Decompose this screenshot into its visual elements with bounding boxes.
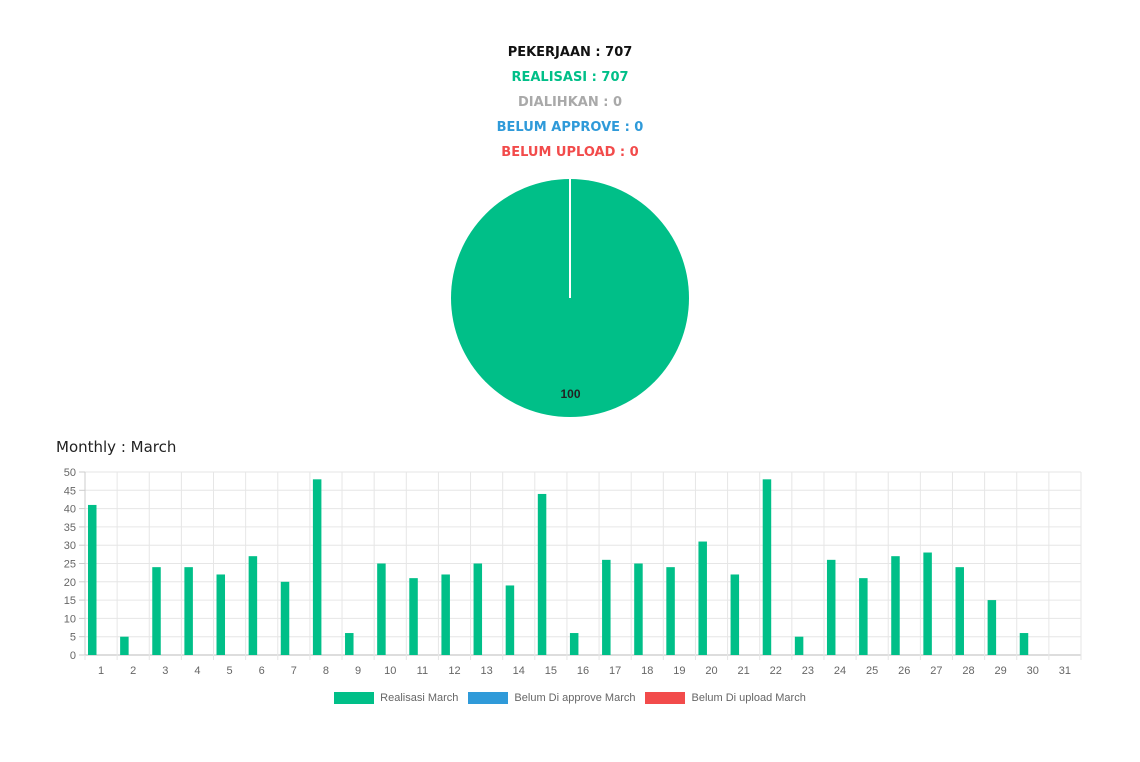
x-tick-label: 20 (705, 665, 717, 677)
legend-swatch-belum-upload (645, 692, 686, 704)
chart-legend: Realisasi March Belum Di approve March B… (0, 692, 1140, 704)
x-tick-label: 15 (545, 665, 557, 677)
bar-day-18-series-0[interactable] (634, 563, 643, 656)
y-tick-label: 50 (64, 467, 76, 479)
bar-day-26-series-0[interactable] (891, 556, 900, 655)
legend-label-belum-approve: Belum Di approve March (514, 692, 636, 704)
legend-swatch-belum-approve (468, 692, 509, 704)
x-tick-label: 6 (259, 665, 265, 677)
x-tick-label: 12 (448, 665, 460, 677)
x-tick-label: 22 (770, 665, 782, 677)
x-tick-label: 8 (323, 665, 329, 677)
x-tick-label: 23 (802, 665, 814, 677)
x-tick-label: 18 (641, 665, 653, 677)
x-tick-label: 17 (609, 665, 621, 677)
x-tick-label: 5 (227, 665, 233, 677)
bar-day-9-series-0[interactable] (345, 633, 354, 655)
x-tick-label: 1 (98, 665, 104, 677)
y-tick-label: 40 (64, 504, 76, 516)
dialihkan-total: DIALIHKAN : 0 (518, 95, 622, 110)
bar-day-23-series-0[interactable] (794, 636, 804, 655)
y-tick-label: 15 (64, 595, 76, 607)
x-tick-label: 24 (834, 665, 846, 677)
bar-day-4-series-0[interactable] (184, 567, 193, 655)
bar-day-10-series-0[interactable] (377, 563, 386, 656)
belum-upload-total: BELUM UPLOAD : 0 (501, 145, 639, 160)
x-tick-label: 31 (1059, 665, 1071, 677)
bar-day-8-series-0[interactable] (312, 479, 322, 655)
x-tick-label: 19 (673, 665, 685, 677)
y-tick-label: 5 (70, 632, 76, 644)
bar-day-14-series-0[interactable] (505, 585, 515, 655)
x-tick-label: 7 (291, 665, 297, 677)
bar-day-2-series-0[interactable] (120, 636, 129, 655)
pie-data-label: 100 (560, 387, 580, 401)
bar-day-16-series-0[interactable] (569, 633, 579, 655)
bar-day-17-series-0[interactable] (602, 559, 611, 655)
bar-day-6-series-0[interactable] (248, 556, 258, 655)
bar-day-7-series-0[interactable] (280, 581, 290, 655)
bar-day-22-series-0[interactable] (762, 479, 772, 655)
x-tick-label: 27 (930, 665, 942, 677)
bar-day-29-series-0[interactable] (987, 600, 997, 655)
bar-day-3-series-0[interactable] (152, 567, 161, 655)
x-tick-label: 10 (384, 665, 396, 677)
x-tick-label: 9 (355, 665, 361, 677)
bar-day-28-series-0[interactable] (955, 567, 964, 655)
summary-panel: PEKERJAAN : 707 REALISASI : 707 DIALIHKA… (0, 40, 1140, 165)
x-tick-label: 25 (866, 665, 878, 677)
x-tick-label: 13 (480, 665, 492, 677)
legend-label-belum-upload: Belum Di upload March (691, 692, 806, 704)
realisasi-total: REALISASI : 707 (511, 70, 629, 85)
bar-day-13-series-0[interactable] (473, 563, 483, 656)
x-tick-label: 11 (417, 665, 428, 677)
x-tick-label: 28 (962, 665, 974, 677)
bar-day-25-series-0[interactable] (859, 578, 868, 655)
bar-day-27-series-0[interactable] (923, 552, 932, 655)
legend-item-realisasi[interactable]: Realisasi March (334, 692, 458, 704)
x-tick-label: 14 (513, 665, 525, 677)
x-tick-label: 4 (194, 665, 200, 677)
bar-day-30-series-0[interactable] (1019, 633, 1029, 655)
bar-day-1-series-0[interactable] (88, 504, 97, 655)
x-tick-label: 16 (577, 665, 589, 677)
legend-label-realisasi: Realisasi March (380, 692, 459, 704)
bar-day-12-series-0[interactable] (441, 574, 450, 655)
x-tick-label: 2 (130, 665, 136, 677)
y-tick-label: 0 (70, 650, 76, 662)
legend-item-belum-approve[interactable]: Belum Di approve March (468, 692, 635, 704)
x-tick-label: 29 (995, 665, 1007, 677)
x-tick-label: 3 (162, 665, 168, 677)
belum-approve-total: BELUM APPROVE : 0 (496, 120, 644, 135)
bar-day-5-series-0[interactable] (216, 574, 226, 655)
monthly-title: Monthly : March (56, 438, 177, 456)
x-tick-label: 26 (898, 665, 910, 677)
y-tick-label: 25 (64, 559, 76, 571)
y-tick-label: 35 (64, 522, 76, 534)
bar-day-15-series-0[interactable] (537, 493, 547, 655)
legend-item-belum-upload[interactable]: Belum Di upload March (645, 692, 806, 704)
bar-day-20-series-0[interactable] (698, 541, 707, 655)
pie-chart: 100 (451, 179, 689, 417)
y-tick-label: 30 (64, 540, 76, 552)
bar-day-11-series-0[interactable] (409, 578, 418, 655)
y-tick-label: 20 (64, 577, 76, 589)
y-tick-label: 45 (64, 485, 76, 497)
pekerjaan-total: PEKERJAAN : 707 (507, 45, 633, 60)
bar-day-19-series-0[interactable] (666, 567, 675, 655)
bar-day-21-series-0[interactable] (730, 574, 740, 655)
y-tick-label: 10 (64, 613, 76, 625)
bar-day-24-series-0[interactable] (826, 559, 836, 655)
x-tick-label: 30 (1027, 665, 1039, 677)
x-tick-label: 21 (738, 665, 750, 677)
legend-swatch-realisasi (334, 692, 375, 704)
